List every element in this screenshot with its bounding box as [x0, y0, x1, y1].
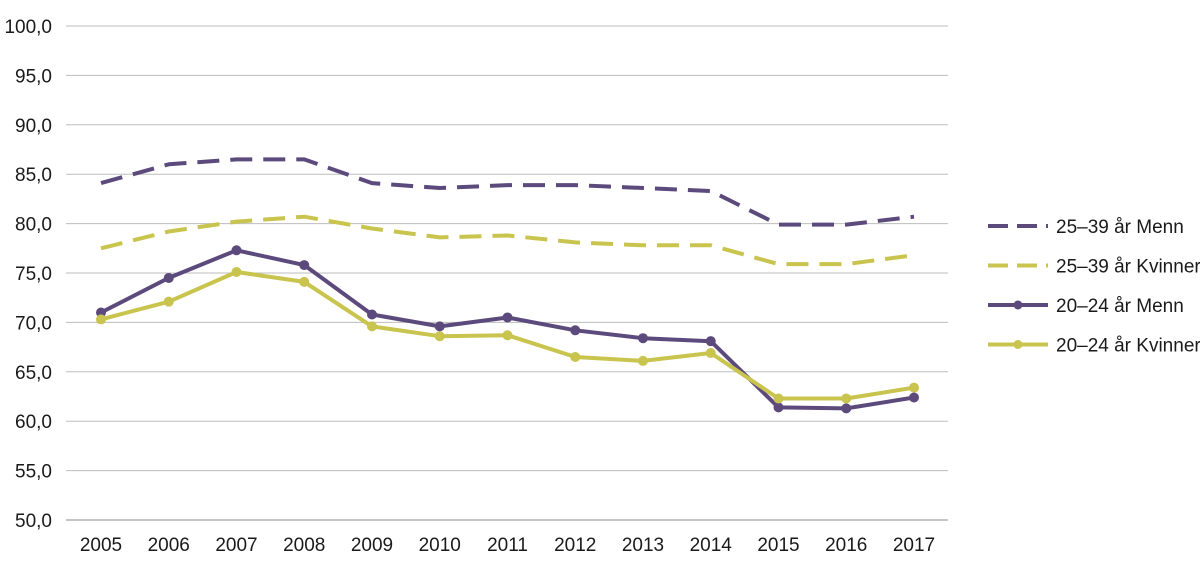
- y-tick-label: 70,0: [15, 313, 52, 334]
- x-tick-label: 2008: [283, 535, 325, 556]
- x-tick-label: 2006: [148, 535, 190, 556]
- y-tick-label: 65,0: [15, 363, 52, 384]
- legend-label: 20–24 år Menn: [1056, 296, 1184, 317]
- y-tick-label: 50,0: [15, 511, 52, 532]
- series-4: [96, 267, 919, 404]
- x-tick-label: 2015: [757, 535, 799, 556]
- data-point: [163, 296, 174, 307]
- y-tick-label: 100,0: [4, 17, 52, 38]
- y-tick-label: 85,0: [15, 165, 52, 186]
- data-point: [367, 321, 377, 332]
- x-tick-label: 2009: [351, 535, 393, 556]
- data-point: [231, 245, 242, 256]
- data-point: [502, 330, 513, 341]
- legend: 25–39 år Menn 25–39 år Kvinner 20–24 år Me…: [988, 217, 1200, 357]
- legend-label: 20–24 år Kvinner: [1056, 336, 1200, 357]
- data-point: [163, 272, 174, 283]
- legend-item-1: 25–39 år Menn: [988, 217, 1184, 238]
- x-tick-label: 2010: [419, 535, 461, 556]
- legend-label: 25–39 år Menn: [1056, 217, 1184, 238]
- y-axis-tick-labels: 50,0 55,0 60,0 65,0 70,0 75,0 80,0 85,0 90,0 95,0…: [4, 17, 52, 532]
- y-tick-label: 80,0: [15, 215, 52, 236]
- data-point: [773, 402, 784, 413]
- y-tick-label: 90,0: [15, 116, 52, 137]
- x-tick-label: 2011: [487, 535, 528, 556]
- x-tick-label: 2016: [825, 535, 867, 556]
- data-point: [570, 351, 581, 362]
- data-point: [434, 321, 445, 332]
- data-point: [909, 382, 919, 393]
- series-line: [100, 248, 915, 411]
- legend-item-4: 20–24 år Kvinner: [988, 336, 1200, 357]
- y-tick-label: 55,0: [15, 462, 52, 483]
- data-point: [299, 260, 310, 271]
- y-tick-label: 60,0: [15, 412, 52, 433]
- x-tick-label: 2012: [554, 535, 596, 556]
- legend-marker: [1013, 300, 1023, 310]
- series-layer: [96, 157, 919, 414]
- data-point: [773, 393, 784, 404]
- x-tick-label: 2014: [690, 535, 733, 556]
- data-point: [841, 393, 852, 404]
- data-point: [96, 314, 106, 325]
- y-tick-label: 75,0: [15, 264, 52, 285]
- data-point: [705, 348, 716, 359]
- y-tick-label: 95,0: [15, 66, 52, 87]
- x-tick-label: 2013: [622, 535, 664, 556]
- data-point: [434, 331, 445, 342]
- legend-label: 25–39 år Kvinner: [1056, 257, 1200, 278]
- x-axis-tick-labels: 2005 2006 2007 2008 2009 2010 2011 2012 2013 2014…: [80, 535, 935, 556]
- data-point: [231, 267, 242, 278]
- data-point: [96, 307, 106, 318]
- series-3: [96, 245, 919, 414]
- data-point: [367, 309, 377, 320]
- data-point: [909, 392, 919, 403]
- x-tick-label: 2017: [893, 535, 935, 556]
- legend-item-2: 25–39 år Kvinner: [988, 257, 1200, 278]
- x-tick-label: 2007: [215, 535, 257, 556]
- series-line: [100, 214, 915, 267]
- series-line: [100, 157, 915, 227]
- data-point: [705, 336, 716, 347]
- gridlines: [66, 25, 948, 521]
- legend-item-3: 20–24 år Menn: [988, 296, 1184, 317]
- data-point: [299, 276, 310, 287]
- series-2: [100, 214, 915, 267]
- legend-marker: [1013, 340, 1023, 349]
- x-tick-label: 2005: [80, 535, 122, 556]
- data-point: [638, 333, 648, 344]
- data-point: [638, 355, 648, 366]
- data-point: [570, 325, 581, 336]
- data-point: [841, 403, 852, 414]
- data-point: [502, 312, 513, 323]
- series-1: [100, 157, 915, 227]
